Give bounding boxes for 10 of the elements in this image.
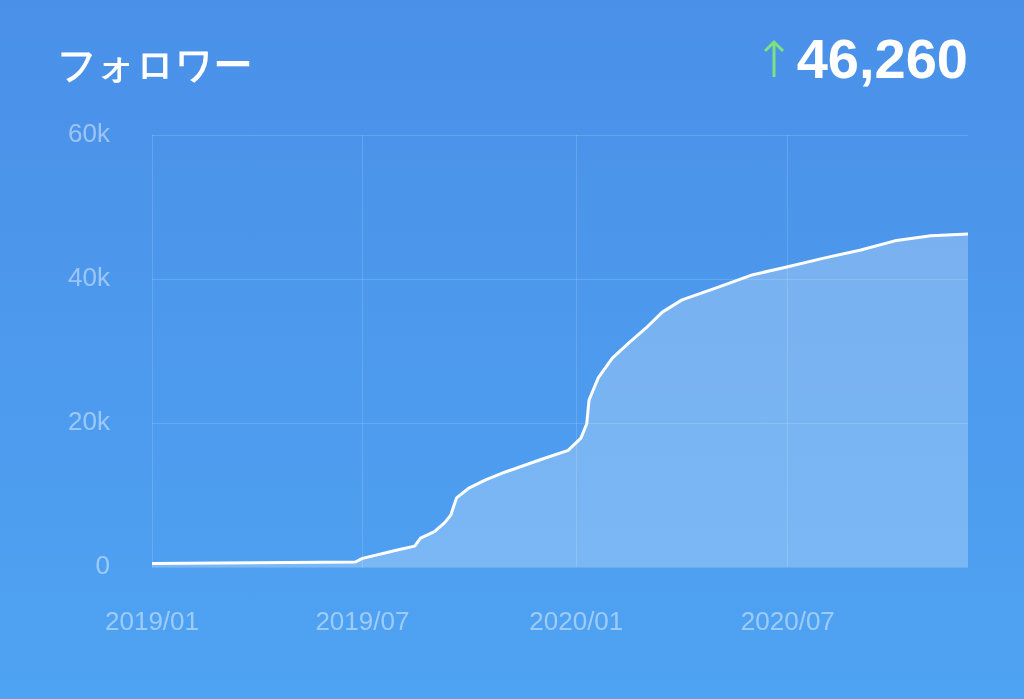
y-tick-label: 40k (68, 262, 111, 293)
x-tick-label: 2020/01 (529, 605, 624, 636)
chart-title: フォロワー (58, 42, 252, 89)
x-tick-label: 2019/07 (315, 605, 410, 636)
text: 46,260 (796, 26, 968, 91)
y-tick-label: 60k (68, 118, 111, 149)
x-tick-label: 2019/01 (105, 605, 199, 636)
y-tick-label: 20k (68, 406, 111, 437)
y-tick-label: 0 (95, 550, 110, 581)
x-tick-label: 2020/07 (740, 605, 835, 636)
